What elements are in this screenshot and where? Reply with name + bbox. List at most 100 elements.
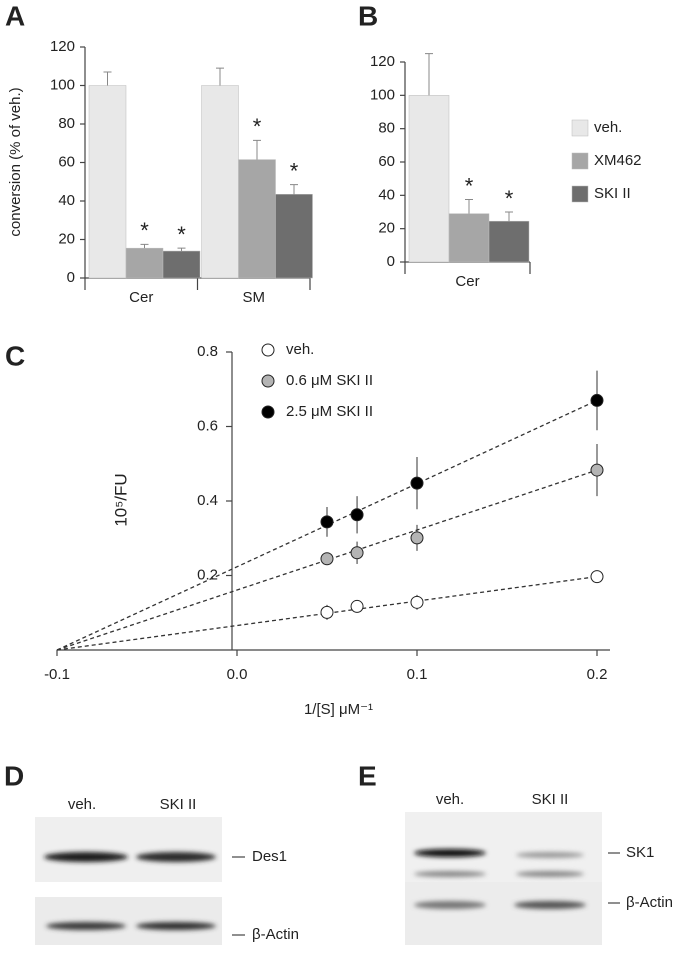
y-tick-label: 0.4 — [197, 492, 218, 509]
error-bar — [253, 139, 261, 160]
y-axis-label: 10⁵/FU — [111, 473, 130, 526]
significance-marker: * — [140, 218, 149, 243]
point — [350, 546, 364, 560]
y-tick-label: 60 — [58, 153, 75, 170]
error-bar — [140, 243, 149, 249]
legend-label: 0.6 μM SKI II — [286, 372, 373, 389]
y-tick-label: 120 — [370, 53, 395, 70]
point — [320, 515, 334, 529]
bar — [88, 85, 127, 279]
point — [320, 552, 334, 566]
error-bar — [505, 211, 513, 222]
x-tick-label: Cer — [129, 289, 153, 306]
x-tick-label: 0.2 — [587, 666, 608, 683]
legend-marker — [261, 343, 275, 357]
point — [350, 508, 364, 522]
band — [516, 852, 584, 858]
legend-label: veh. — [286, 341, 314, 358]
error-bar — [216, 67, 224, 86]
lane-label: veh. — [68, 796, 96, 813]
band — [516, 871, 584, 877]
y-tick-label: 0.6 — [197, 417, 218, 434]
legend-swatch — [571, 152, 589, 170]
y-tick-label: 80 — [378, 120, 395, 137]
blot — [35, 897, 222, 945]
legend-label: SKI II — [594, 185, 631, 202]
bar — [275, 194, 313, 279]
band — [136, 852, 216, 862]
bar — [488, 220, 530, 263]
significance-marker: * — [253, 114, 262, 139]
lane-label: SKI II — [160, 796, 197, 813]
error-bar — [177, 247, 186, 252]
legend-marker — [261, 374, 275, 388]
band — [44, 852, 128, 862]
bar — [162, 250, 201, 279]
y-tick-label: 60 — [378, 153, 395, 170]
error-bar — [290, 184, 298, 195]
panel-label: A — [5, 0, 25, 31]
significance-marker: * — [290, 158, 299, 183]
x-tick-label: SM — [243, 289, 266, 306]
y-tick-label: 80 — [58, 115, 75, 132]
x-tick-label: Cer — [455, 273, 479, 290]
x-tick-label: 0.1 — [407, 666, 428, 683]
bar — [201, 85, 239, 279]
bar — [125, 247, 164, 279]
y-tick-label: 20 — [58, 230, 75, 247]
point — [590, 463, 604, 477]
blot — [405, 812, 602, 882]
band — [414, 871, 486, 877]
band — [414, 901, 486, 909]
x-tick-label: 0.0 — [227, 666, 248, 683]
y-tick-label: 0 — [67, 269, 75, 286]
bar — [448, 213, 490, 263]
y-tick-label: 0.8 — [197, 343, 218, 360]
panel-label: D — [4, 760, 24, 791]
y-tick-label: 20 — [378, 220, 395, 237]
lane-label: veh. — [436, 791, 464, 808]
y-tick-label: 120 — [50, 38, 75, 55]
bar — [408, 95, 450, 263]
band-label: β-Actin — [626, 894, 673, 911]
band — [514, 901, 586, 909]
legend-label: 2.5 μM SKI II — [286, 403, 373, 420]
y-tick-label: 40 — [378, 186, 395, 203]
error-bar — [103, 71, 112, 86]
point — [590, 570, 604, 584]
point — [410, 476, 424, 490]
error-bar — [465, 199, 473, 214]
significance-marker: * — [465, 173, 474, 198]
point — [590, 393, 604, 407]
legend-label: veh. — [594, 119, 622, 136]
lane-label: SKI II — [532, 791, 569, 808]
y-tick-label: 0 — [387, 253, 395, 270]
x-tick-label: -0.1 — [44, 666, 70, 683]
fit-line — [56, 469, 598, 651]
band — [46, 922, 126, 930]
significance-marker: * — [505, 186, 514, 211]
blot — [405, 882, 602, 945]
y-tick-label: 100 — [50, 76, 75, 93]
error-bar — [425, 53, 433, 96]
y-axis-label: conversion (% of veh.) — [7, 87, 24, 236]
point — [410, 531, 424, 545]
bar — [238, 159, 276, 279]
point — [350, 599, 364, 613]
panel-label: B — [358, 0, 378, 31]
legend-label: XM462 — [594, 152, 642, 169]
band — [136, 922, 216, 930]
y-tick-label: 0.2 — [197, 566, 218, 583]
y-tick-label: 100 — [370, 86, 395, 103]
y-tick-label: 40 — [58, 192, 75, 209]
panel-label: C — [5, 340, 25, 371]
point — [320, 605, 334, 619]
band-label: β-Actin — [252, 926, 299, 943]
legend-marker — [261, 405, 275, 419]
point — [410, 595, 424, 609]
legend-swatch — [571, 185, 589, 203]
band-label: SK1 — [626, 844, 654, 861]
band — [414, 849, 486, 857]
panel-label: E — [358, 760, 377, 791]
